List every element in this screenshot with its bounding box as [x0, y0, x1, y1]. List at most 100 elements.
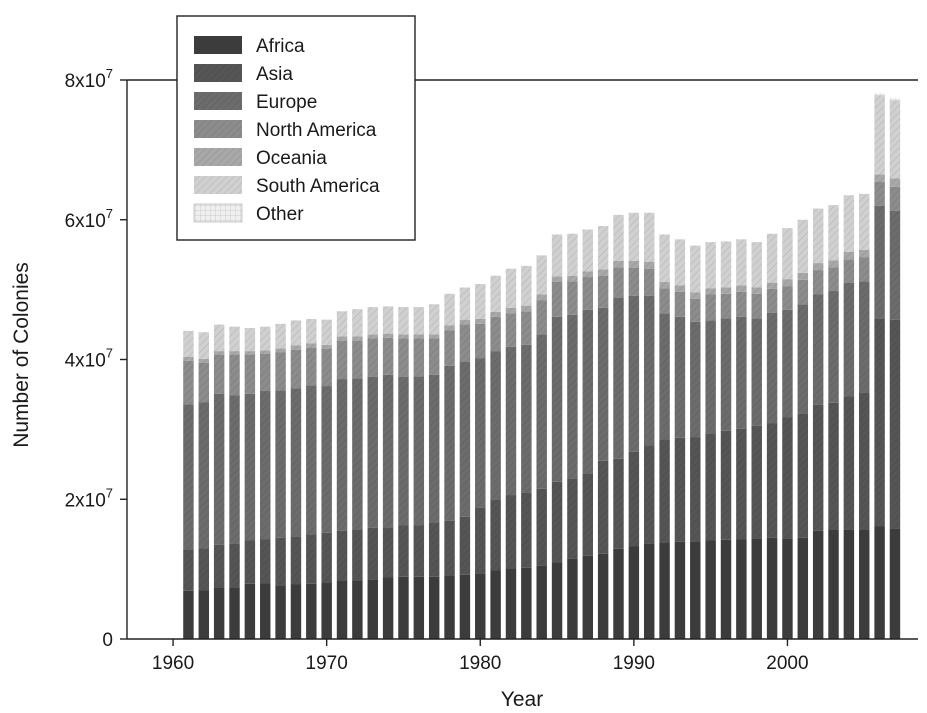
bar-segment-hatch — [736, 316, 747, 429]
bar-segment-africa-1992 — [659, 542, 670, 639]
bar-segment-africa-1991 — [643, 543, 655, 639]
bar-segment-hatch — [306, 347, 317, 386]
bar-segment-hatch — [428, 338, 440, 375]
y-tick-label: 0 — [102, 630, 113, 651]
bar-segment-hatch — [244, 328, 256, 352]
bar-segment-hatch — [459, 516, 471, 575]
bar-segment-africa-1980 — [475, 573, 486, 639]
bar-segment-hatch — [674, 239, 686, 286]
bar-segment-hatch — [260, 326, 271, 351]
bar-segment-africa-1968 — [290, 584, 302, 639]
bar-segment-hatch — [720, 293, 732, 319]
bar-segment-hatch — [382, 333, 394, 338]
bar-segment-hatch — [628, 212, 640, 261]
bar-segment-hatch — [428, 334, 440, 339]
bar-segment-hatch — [690, 245, 701, 293]
bar-segment-africa-2005 — [859, 529, 870, 639]
bar-segment-hatch — [720, 287, 732, 294]
legend-item-north-america: North America — [194, 120, 377, 141]
legend-swatch-hatch — [193, 203, 243, 223]
bar-segment-hatch — [736, 239, 747, 286]
x-axis-ticks: 1960 1970 1980 1990 2000 — [152, 639, 809, 674]
bar-segment-hatch — [613, 267, 624, 299]
bar-segment-hatch — [720, 241, 732, 288]
bar-segment-hatch — [597, 275, 609, 308]
bar-segment-hatch — [382, 306, 394, 334]
y-axis-title: Number of Colonies — [10, 262, 33, 448]
bar-segment-hatch — [582, 271, 593, 278]
bar-segment-hatch — [874, 205, 885, 319]
bar-segment-hatch — [874, 174, 885, 183]
bar-segment-africa-1971 — [336, 581, 348, 639]
bar-segment-hatch — [475, 323, 486, 359]
bar-segment-hatch — [582, 229, 593, 272]
bar-segment-hatch — [705, 242, 716, 289]
bar-segment-hatch — [874, 95, 885, 175]
bar-segment-hatch — [843, 195, 855, 252]
bar-segment-hatch — [213, 354, 225, 394]
bar-segment-hatch — [183, 330, 194, 357]
bar-segment-hatch — [244, 540, 256, 584]
bar-segment-hatch — [367, 338, 378, 377]
bar-segment-africa-1966 — [260, 583, 271, 639]
bar-segment-hatch — [766, 288, 778, 313]
legend-label: South America — [256, 176, 380, 197]
bar-segment-hatch — [213, 324, 225, 352]
bar-segment-africa-1994 — [690, 541, 701, 639]
bar-segment-hatch — [659, 281, 670, 289]
bar-segment-hatch — [490, 316, 501, 352]
bar-segment-hatch — [367, 334, 378, 339]
bar-segment-hatch — [597, 269, 609, 276]
bar-segment-hatch — [428, 374, 440, 524]
bar-segment-africa-2004 — [843, 529, 855, 639]
bar-segment-hatch — [490, 311, 501, 317]
legend-label: Other — [256, 204, 304, 225]
bar-segment-hatch — [428, 304, 440, 335]
bar-segment-hatch — [782, 309, 793, 418]
bar-segment-hatch — [505, 346, 517, 496]
bar-segment-hatch — [766, 423, 778, 538]
bar-segment-hatch — [198, 548, 210, 591]
bar-segment-hatch — [352, 378, 363, 530]
bar-segment-hatch — [475, 318, 486, 324]
bar-segment-hatch — [521, 492, 532, 568]
bar-segment-hatch — [567, 275, 578, 282]
bar-segment-hatch — [736, 285, 747, 292]
bar-segment-africa-1990 — [628, 546, 640, 639]
bar-segment-hatch — [812, 263, 824, 271]
bar-segment-africa-1983 — [521, 567, 532, 639]
bar-segment-hatch — [766, 312, 778, 424]
bar-segment-hatch — [782, 228, 793, 280]
bar-segment-hatch — [782, 417, 793, 539]
bar-segment-africa-2006 — [874, 526, 885, 639]
bar-segment-hatch — [459, 361, 471, 517]
legend-label: Africa — [256, 36, 305, 57]
bar-segment-hatch — [643, 445, 655, 544]
bar-segment-hatch — [782, 279, 793, 287]
bar-segment-hatch — [828, 260, 839, 268]
bar-segment-hatch — [551, 281, 563, 317]
bar-segment-hatch — [659, 288, 670, 314]
legend-label: North America — [256, 120, 377, 141]
legend-item-other: Other — [193, 203, 304, 225]
bar-segment-hatch — [828, 402, 839, 530]
bar-segment-hatch — [536, 294, 547, 301]
bar-segment-hatch — [382, 337, 394, 375]
bar-segment-hatch — [843, 251, 855, 260]
bar-segment-hatch — [843, 282, 855, 397]
bar-segment-hatch — [613, 260, 624, 268]
bar-segment-hatch — [889, 319, 901, 529]
bar-segment-hatch — [306, 385, 317, 535]
bar-segment-hatch — [183, 356, 194, 361]
legend: Africa Asia Europe North America Oceania Sout… — [176, 15, 416, 241]
bar-segment-hatch — [736, 291, 747, 317]
legend-item-asia: Asia — [194, 64, 293, 85]
bar-segment-hatch — [352, 309, 363, 337]
bar-segment-hatch — [643, 295, 655, 446]
bar-segment-hatch — [705, 433, 716, 541]
bar-segment-hatch — [321, 386, 332, 533]
bar-segment-hatch — [244, 393, 256, 541]
bar-segment-hatch — [766, 282, 778, 289]
legend-swatch-hatch — [194, 176, 242, 194]
bar-segment-hatch — [352, 336, 363, 341]
